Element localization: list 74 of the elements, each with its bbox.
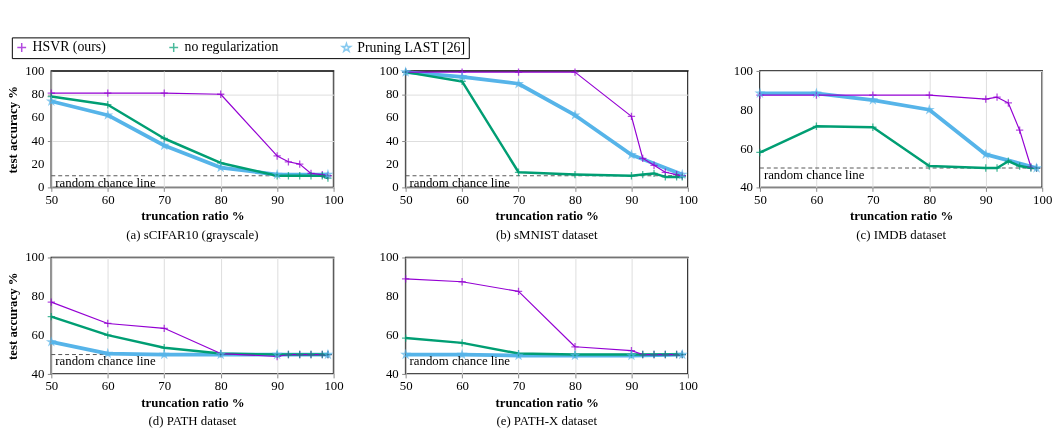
y-tick-label: 60 <box>31 328 45 343</box>
y-tick-label: 60 <box>740 141 754 156</box>
legend-label: Pruning LAST [26] <box>357 39 466 55</box>
x-axis-title: truncation ratio % <box>849 209 954 224</box>
y-axis-title: test accuracy % <box>5 85 20 174</box>
x-tick-label: 60 <box>456 192 469 207</box>
x-tick-label: 100 <box>678 192 699 207</box>
ref-line-label: random chance line <box>763 167 865 182</box>
x-tick-label: 60 <box>810 192 824 207</box>
x-tick-label: 70 <box>866 192 880 207</box>
x-tick-label: 50 <box>754 192 767 207</box>
y-tick-label: 80 <box>31 87 45 102</box>
x-tick-label: 80 <box>214 379 228 394</box>
x-tick-label: 90 <box>271 192 285 207</box>
ref-line-label: random chance line <box>55 354 157 369</box>
x-tick-label: 90 <box>979 192 993 207</box>
y-tick-label: 80 <box>385 289 399 304</box>
y-tick-label: 40 <box>740 180 754 195</box>
y-tick-label: 100 <box>379 63 399 78</box>
ref-line-label: random chance line <box>409 175 511 190</box>
text: (a) sCIFAR10 (grayscale) <box>126 227 259 242</box>
y-tick-label: 100 <box>25 63 45 78</box>
x-axis-title: truncation ratio % <box>141 209 245 224</box>
text: (d) PATH dataset <box>148 414 237 429</box>
y-tick-label: 60 <box>385 328 399 343</box>
y-tick-label: 80 <box>385 87 399 102</box>
x-axis-title: truncation ratio % <box>495 396 599 411</box>
x-tick-label: 60 <box>456 379 469 394</box>
y-tick-label: 20 <box>31 157 45 172</box>
ref-line-label: random chance line <box>409 354 511 369</box>
legend-label: HSVR (ours) <box>32 39 106 56</box>
x-tick-label: 80 <box>569 379 582 394</box>
x-tick-label: 50 <box>399 379 413 394</box>
y-tick-label: 0 <box>37 180 45 195</box>
text: (b) sMNIST dataset <box>495 227 599 242</box>
y-tick-label: 100 <box>733 63 754 78</box>
text: (e) PATH-X dataset <box>496 414 598 429</box>
x-tick-label: 70 <box>158 192 172 207</box>
x-tick-label: 50 <box>45 192 59 207</box>
x-tick-label: 90 <box>271 379 285 394</box>
x-tick-label: 90 <box>625 379 639 394</box>
x-tick-label: 60 <box>101 379 115 394</box>
x-tick-label: 70 <box>158 379 172 394</box>
legend-label: no regularization <box>184 39 279 55</box>
y-tick-label: 100 <box>379 250 399 265</box>
ref-line-label: random chance line <box>55 175 157 190</box>
x-axis-title: truncation ratio % <box>495 209 599 224</box>
y-tick-label: 80 <box>31 289 45 304</box>
x-tick-label: 50 <box>45 379 59 394</box>
x-tick-label: 60 <box>101 192 115 207</box>
x-tick-label: 80 <box>214 192 228 207</box>
y-tick-label: 80 <box>740 102 754 117</box>
x-tick-label: 100 <box>324 192 344 207</box>
y-tick-label: 40 <box>385 133 399 148</box>
y-tick-label: 40 <box>31 366 45 381</box>
x-tick-label: 80 <box>923 192 937 207</box>
x-axis-title: truncation ratio % <box>141 396 245 411</box>
x-tick-label: 70 <box>512 192 526 207</box>
y-tick-label: 60 <box>385 110 399 125</box>
x-tick-label: 100 <box>324 379 344 394</box>
y-tick-label: 40 <box>385 366 399 381</box>
y-tick-label: 100 <box>25 250 45 265</box>
y-tick-label: 20 <box>385 157 399 172</box>
y-axis-title: test accuracy % <box>5 272 20 361</box>
x-tick-label: 100 <box>678 379 699 394</box>
x-tick-label: 80 <box>569 192 582 207</box>
x-tick-label: 90 <box>625 192 639 207</box>
x-tick-label: 50 <box>399 192 413 207</box>
y-tick-label: 40 <box>31 133 45 148</box>
y-tick-label: 60 <box>31 110 45 125</box>
x-tick-label: 70 <box>512 379 526 394</box>
text: (c) IMDB dataset <box>856 227 947 242</box>
y-tick-label: 0 <box>392 180 399 195</box>
x-tick-label: 100 <box>1033 192 1053 207</box>
